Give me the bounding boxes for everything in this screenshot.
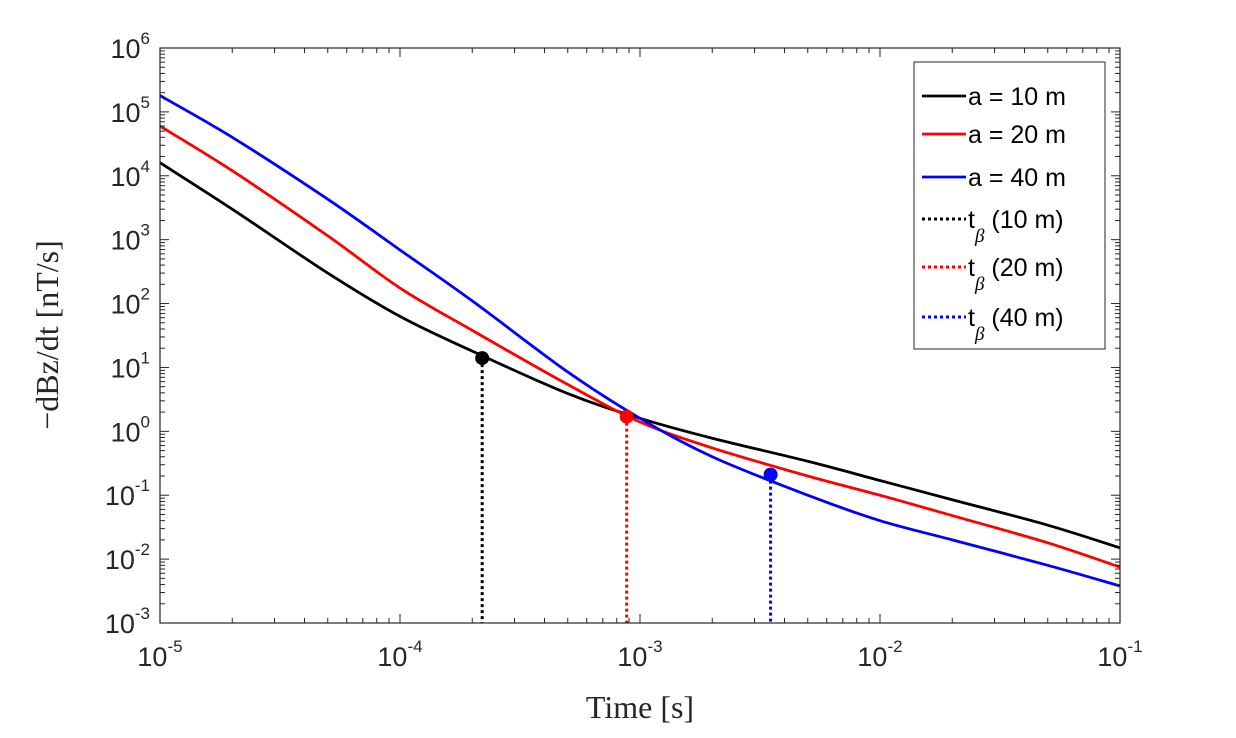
y-tick-label-9: 105	[110, 93, 150, 128]
legend-label-marker-1: tβ (10 m)	[968, 206, 1064, 247]
y-tick-label-7: 103	[110, 221, 150, 256]
y-tick-label-10: 106	[110, 29, 150, 64]
y-tick-label-3: 10-1	[105, 476, 150, 511]
y-tick-label-4: 100	[110, 412, 150, 447]
x-tick-label-3: 10-3	[617, 637, 662, 672]
y-tick-label-1: 10-3	[105, 604, 150, 639]
x-axis-label: Time [s]	[586, 689, 694, 725]
x-tick-label-5: 10-1	[1097, 637, 1142, 672]
x-tick-label-4: 10-2	[857, 637, 902, 672]
y-tick-label-2: 10-2	[105, 540, 150, 575]
y-tick-label-8: 104	[110, 157, 150, 192]
legend-entries: a = 10 m a = 20 m a = 40 m tβ (10 m) tβ (20 …	[922, 83, 1066, 345]
legend-label-marker-3: tβ (40 m)	[968, 304, 1064, 345]
marker-layer	[475, 351, 778, 623]
marker-point-1	[475, 351, 490, 366]
x-tick-label-1: 10-5	[137, 637, 182, 672]
y-tick-label-6: 102	[110, 285, 150, 320]
y-tick-label-5: 101	[110, 348, 150, 383]
marker-point-3	[763, 467, 778, 482]
y-axis-label: −dBz/dt [nT/s]	[29, 240, 65, 430]
legend-box	[913, 61, 1106, 350]
legend-label-3: a = 40 m	[968, 164, 1066, 192]
legend-label-2: a = 20 m	[968, 121, 1066, 149]
marker-point-2	[619, 409, 634, 424]
x-tick-label-2: 10-4	[377, 637, 422, 672]
legend-label-marker-2: tβ (20 m)	[968, 254, 1064, 295]
tick-layer: 10-5 10-4 10-3 10-2 10-1 10-3 10-2 10-1 100 101 10…	[105, 29, 1143, 672]
legend-label-1: a = 10 m	[968, 83, 1066, 111]
legend: a = 10 m a = 20 m a = 40 m tβ (10 m) tβ (20 …	[913, 61, 1106, 350]
